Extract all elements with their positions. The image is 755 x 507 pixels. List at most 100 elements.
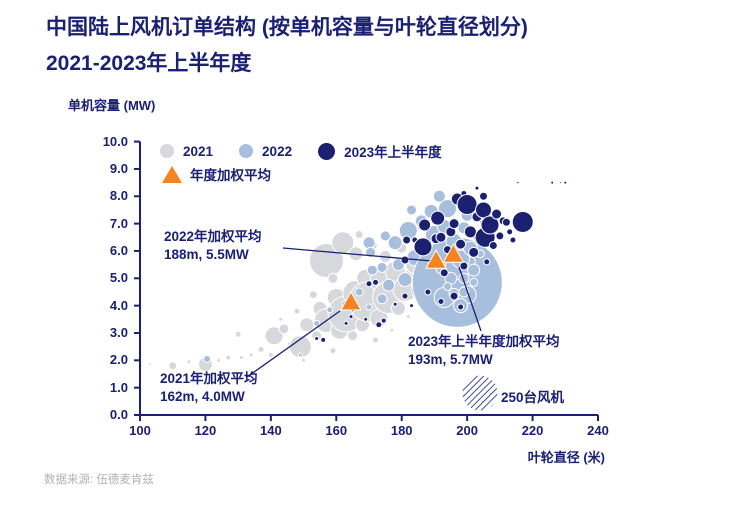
bubble-2021 (147, 362, 152, 367)
annotation-2021-weighted-average: 2021年加权平均 162m, 4.0MW (160, 370, 258, 406)
bubble-2023年上半年度 (475, 201, 492, 219)
bubble-2023年上半年度 (558, 181, 562, 185)
y-tick-label: 4.0 (109, 297, 128, 313)
legend-item-2022: 2022 (239, 144, 292, 159)
bubble-2023年上半年度 (320, 336, 327, 343)
bubble-2021 (225, 354, 232, 361)
bubble-2022 (326, 306, 334, 314)
bubble-2023年上半年度 (343, 320, 349, 326)
bubble-2021 (234, 330, 242, 338)
y-axis-title: 单机容量 (MW) (68, 98, 156, 113)
bubble-2023年上半年度 (409, 303, 415, 309)
bubble-2022 (469, 277, 479, 287)
bubble-2023年上半年度 (480, 215, 500, 235)
bubble-2023年上半年度 (457, 303, 465, 311)
bubble-2021 (168, 361, 178, 371)
bubble-2023年上半年度 (488, 240, 498, 250)
bubble-2022 (376, 261, 388, 273)
bubble-2023年上半年度 (418, 218, 432, 232)
bubble-2023年上半年度 (435, 231, 447, 243)
x-axis-title: 叶轮直径 (米) (527, 450, 605, 465)
legend-item-2021: 2021 (160, 144, 213, 159)
bubble-2023年上半年度 (392, 301, 398, 307)
bubble-2021 (278, 323, 290, 335)
y-tick-label: 8.0 (109, 188, 128, 204)
legend-series: 2021 2022 2023年上半年度 (160, 141, 460, 161)
bubble-2023年上半年度 (372, 278, 380, 286)
bubble-2023年上半年度 (495, 231, 505, 241)
y-tick-label: 9.0 (109, 160, 128, 176)
bubble-2023年上半年度 (380, 317, 387, 324)
bubble-2023年上半年度 (400, 255, 410, 265)
page-title-line1: 中国陆上风机订单结构 (按单机容量与叶轮直径划分) (46, 16, 528, 39)
bubble-2023年上半年度 (474, 185, 480, 191)
bubble-2023年上半年度 (463, 225, 477, 239)
legend-dot-2023h1 (318, 142, 336, 160)
bubble-2021 (293, 307, 301, 315)
bubble-size-legend-label: 250台风机 (501, 390, 565, 405)
annotation-2023-line1: 2023年上半年度加权平均 (408, 334, 560, 349)
annotation-2022-weighted-average: 2022年加权平均 188m, 5.5MW (164, 228, 262, 264)
bubble-2023年上半年度 (483, 258, 491, 266)
bubble-2023年上半年度 (455, 238, 467, 250)
bubble-size-reference-circle (462, 375, 498, 411)
bubble-2023年上半年度 (501, 217, 511, 227)
bubble-2021 (329, 347, 337, 355)
bubble-2021 (372, 336, 380, 344)
x-tick-label: 240 (587, 423, 609, 438)
bubble-2022 (365, 303, 373, 311)
bubble-2023年上半年度 (439, 268, 449, 278)
bubble-2022 (467, 263, 481, 277)
bubble-2023年上半年度 (424, 288, 432, 296)
bubble-2021 (301, 357, 307, 363)
bubble-2021 (267, 351, 274, 358)
annotation-leader-line (282, 247, 433, 262)
x-tick-label: 220 (521, 423, 544, 438)
bubble-2022 (366, 264, 378, 276)
x-tick-label: 100 (129, 423, 151, 438)
weighted-average-triangle-2021 (340, 291, 362, 311)
bubble-2022 (203, 354, 212, 363)
bubble-2021 (186, 359, 192, 365)
bubble-2022 (362, 236, 376, 250)
bubble-2022 (397, 272, 413, 288)
bubble-2021 (264, 326, 284, 346)
bubble-2023年上半年度 (402, 235, 412, 245)
bubble-2023年上半年度 (550, 180, 555, 185)
bubble-2023年上半年度 (401, 292, 409, 300)
legend-item-2023h1: 2023年上半年度 (318, 141, 442, 161)
bubble-2021 (354, 230, 364, 240)
bubble-2022 (387, 235, 403, 251)
bubble-2023年上半年度 (448, 218, 460, 230)
y-tick-label: 7.0 (109, 215, 128, 231)
annotation-2022-line1: 2022年加权平均 (164, 229, 262, 244)
bubble-2023年上半年度 (430, 210, 446, 226)
y-tick-label: 5.0 (109, 270, 128, 286)
bubble-2023年上半年度 (479, 191, 488, 201)
bubble-2023年上半年度 (506, 228, 514, 236)
annotation-2023h1-weighted-average: 2023年上半年度加权平均 193m, 5.7MW (408, 333, 560, 369)
weighted-average-triangle-2023H1 (442, 243, 465, 263)
y-tick-label: 10.0 (102, 133, 128, 149)
bubble-2021 (278, 316, 284, 322)
bubble-2022 (443, 282, 453, 292)
annotation-2021-line2: 162m, 4.0MW (160, 389, 245, 404)
bubble-2023年上半年度 (413, 237, 433, 257)
bubble-2022 (313, 319, 321, 327)
bubble-2021 (257, 345, 265, 353)
bubble-2023年上半年度 (437, 298, 445, 306)
bubble-2023年上半年度 (375, 321, 383, 329)
bubble-2022 (382, 278, 396, 292)
bubble-2021 (347, 330, 359, 342)
page-title-line2: 2021-2023年上半年度 (46, 52, 252, 75)
bubble-2021 (308, 290, 318, 300)
weighted-average-triangle-2022 (425, 249, 447, 269)
bubble-2023年上半年度 (459, 261, 469, 271)
legend-label-2022: 2022 (262, 143, 293, 159)
legend-label-2023h1: 2023年上半年度 (344, 145, 442, 160)
legend-label-weighted-average: 年度加权平均 (190, 168, 271, 183)
bubble-2022 (379, 230, 391, 242)
annotation-2023-line2: 193m, 5.7MW (408, 352, 493, 367)
bubble-2022 (376, 293, 388, 305)
